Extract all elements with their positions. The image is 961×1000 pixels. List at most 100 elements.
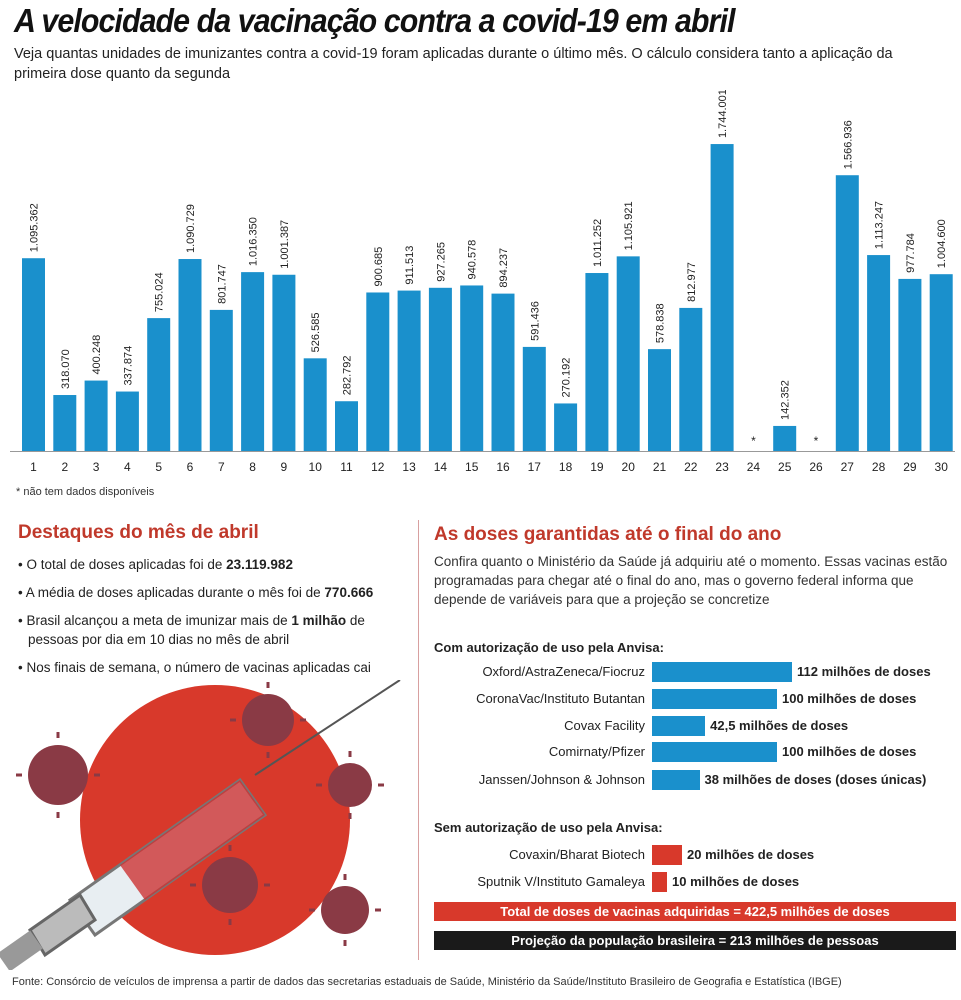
dose-value: 100 milhões de doses — [782, 691, 917, 706]
highlights-title: Destaques do mês de abril — [18, 522, 259, 543]
vaccine-row: Sputnik V/Instituto Gamaleya 10 milhões d… — [430, 872, 960, 892]
bar-day-20 — [616, 256, 640, 451]
day-tick-label: 2 — [61, 460, 68, 474]
bar-day-19 — [585, 273, 609, 451]
bar-day-14 — [428, 287, 452, 451]
bar-day-1 — [22, 258, 45, 451]
highlights-list: O total de doses aplicadas foi de 23.119… — [18, 555, 413, 686]
no-data-marker: * — [751, 434, 756, 448]
day-tick-label: 28 — [872, 460, 886, 474]
bar-value-label: 755.024 — [154, 272, 166, 312]
day-tick-label: 13 — [402, 460, 416, 474]
day-tick-label: 10 — [309, 460, 323, 474]
source-footer: Fonte: Consórcio de veículos de imprensa… — [12, 976, 842, 988]
divider — [418, 520, 419, 960]
day-tick-label: 11 — [340, 460, 353, 474]
bar-day-2 — [53, 395, 77, 451]
day-tick-label: 8 — [249, 460, 256, 474]
day-tick-label: 9 — [281, 460, 288, 474]
dose-value: 112 milhões de doses — [797, 664, 931, 679]
day-tick-label: 6 — [187, 460, 194, 474]
bar-day-22 — [679, 307, 703, 451]
dose-bar — [652, 689, 777, 709]
day-tick-label: 3 — [93, 460, 100, 474]
highlight-item: A média de doses aplicadas durante o mês… — [18, 583, 413, 602]
virus-icon — [28, 694, 372, 934]
highlight-text: O total de doses aplicadas foi de — [26, 557, 227, 572]
dose-value: 42,5 milhões de doses — [710, 718, 849, 733]
bar-day-21 — [648, 349, 671, 451]
day-tick-label: 15 — [465, 460, 479, 474]
dose-bar — [652, 872, 667, 892]
bar-value-label: 812.977 — [686, 262, 698, 302]
bar-day-4 — [115, 391, 139, 451]
bar-value-label: 1.001.387 — [279, 220, 291, 269]
highlight-text: 23.119.982 — [226, 557, 293, 572]
bar-day-7 — [209, 309, 233, 451]
day-tick-label: 24 — [747, 460, 761, 474]
day-tick-label: 5 — [155, 460, 162, 474]
dose-bar — [652, 662, 792, 682]
day-tick-label: 4 — [124, 460, 131, 474]
bar-value-label: 1.744.001 — [717, 90, 729, 138]
day-tick-label: 19 — [590, 460, 604, 474]
day-tick-label: 18 — [559, 460, 573, 474]
highlight-text: Brasil alcançou a meta de imunizar mais … — [26, 613, 292, 628]
doses-description: Confira quanto o Ministério da Saúde já … — [434, 554, 948, 607]
day-tick-label: 30 — [935, 460, 949, 474]
bar-value-label: 801.747 — [216, 264, 228, 304]
bar-day-15 — [460, 285, 484, 451]
bar-day-17 — [522, 346, 546, 451]
no-data-marker: * — [814, 434, 819, 448]
vaccine-name: Comirnaty/Pfizer — [548, 744, 645, 759]
footnote: * não tem dados disponíveis — [16, 486, 155, 498]
bar-value-label: 282.792 — [342, 355, 354, 395]
bar-day-11 — [335, 401, 358, 451]
bar-day-16 — [491, 293, 515, 451]
virus-spikes — [16, 682, 384, 946]
daily-doses-chart: 1.095.362 1 318.070 2 400.248 3 337.874 4 755.02… — [10, 90, 955, 474]
day-tick-label: 26 — [809, 460, 823, 474]
vaccine-row: Covaxin/Bharat Biotech 20 milhões de dose… — [430, 845, 960, 865]
highlight-item: O total de doses aplicadas foi de 23.119… — [18, 555, 413, 574]
bar-day-30 — [929, 274, 953, 451]
bar-day-23 — [710, 144, 734, 451]
highlight-text: 770.666 — [324, 585, 374, 600]
bar-value-label: 578.838 — [655, 303, 667, 343]
bar-value-label: 400.248 — [91, 335, 103, 375]
highlight-text: de pessoas por dia em 10 dias no mês de … — [28, 613, 365, 647]
bar-value-label: 526.585 — [310, 313, 322, 353]
bar-value-label: 591.436 — [529, 301, 541, 341]
bar-day-3 — [84, 380, 108, 451]
dose-value: 38 milhões de doses (doses únicas) — [704, 772, 927, 787]
subtitle: Veja quantas unidades de imunizantes con… — [14, 46, 893, 82]
bar-value-label: 1.016.350 — [248, 217, 260, 266]
day-tick-label: 1 — [30, 460, 37, 474]
day-tick-label: 12 — [371, 460, 385, 474]
dose-value: 20 milhões de doses — [687, 847, 815, 862]
bar-day-5 — [147, 318, 171, 451]
bar-value-label: 1.004.600 — [936, 219, 948, 268]
bar-day-6 — [178, 259, 202, 451]
highlight-text: 1 milhão — [291, 613, 347, 628]
vaccine-row: Janssen/Johnson & Johnson 38 milhões de d… — [430, 770, 960, 790]
highlight-item: Nos finais de semana, o número de vacina… — [18, 658, 413, 677]
day-tick-label: 21 — [653, 460, 667, 474]
vaccine-row: Covax Facility 42,5 milhões de doses — [430, 716, 960, 736]
day-tick-label: 25 — [778, 460, 792, 474]
dose-bar — [652, 845, 682, 865]
vaccine-name: Oxford/AstraZeneca/Fiocruz — [482, 664, 645, 679]
day-tick-label: 20 — [622, 460, 636, 474]
day-tick-label: 17 — [528, 460, 542, 474]
bar-value-label: 1.113.247 — [874, 201, 886, 249]
day-tick-label: 7 — [218, 460, 225, 474]
highlight-item: Brasil alcançou a meta de imunizar mais … — [18, 611, 413, 649]
bar-value-label: 318.070 — [60, 349, 72, 389]
bar-value-label: 940.578 — [467, 240, 479, 280]
bar-value-label: 1.095.362 — [29, 203, 41, 252]
population-projection-band: Projeção da população brasileira = 213 m… — [434, 931, 956, 950]
dose-value: 10 milhões de doses — [672, 874, 800, 889]
dose-value: 100 milhões de doses — [782, 744, 917, 759]
vaccine-row: Comirnaty/Pfizer 100 milhões de doses — [430, 742, 960, 762]
